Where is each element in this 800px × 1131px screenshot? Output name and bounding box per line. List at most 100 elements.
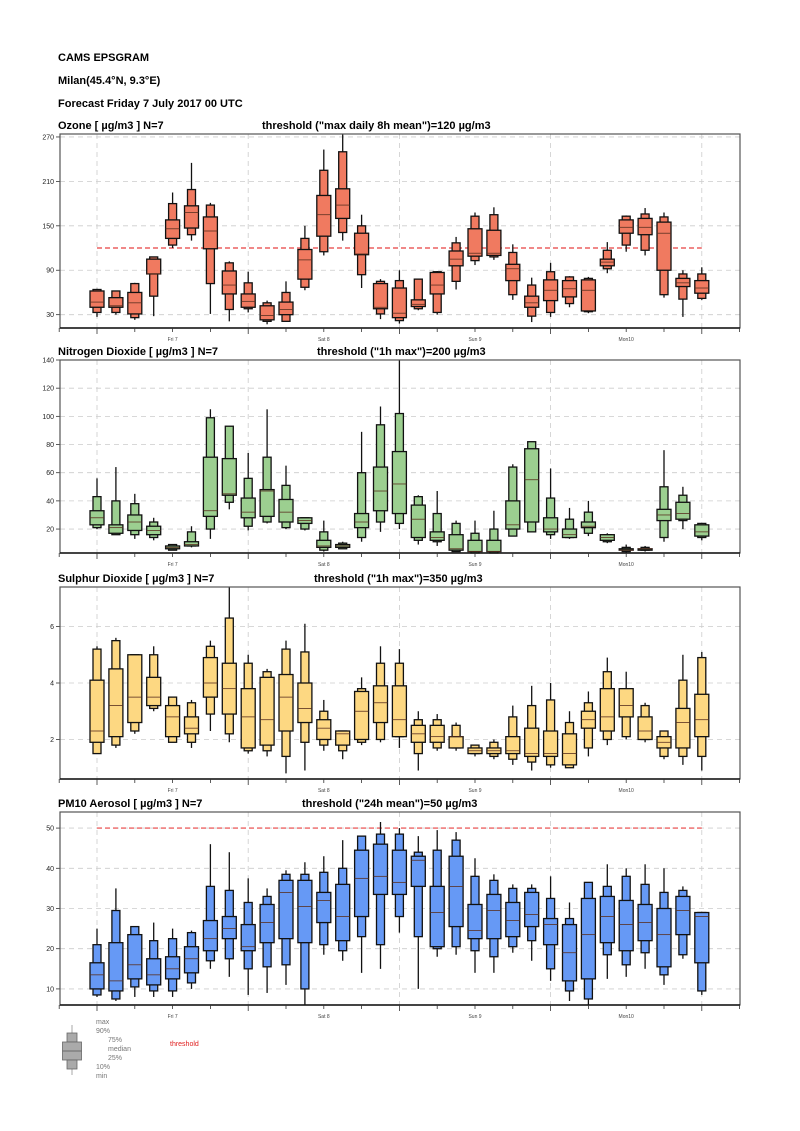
day-label: Sun 9: [468, 1014, 481, 1020]
y-tick-label: 2: [50, 737, 54, 744]
box-9: [259, 300, 275, 325]
box-11: [297, 517, 313, 531]
box-25-75: [391, 849, 408, 896]
box-25-75: [448, 250, 464, 267]
box-25-75: [410, 504, 426, 539]
box-25-75: [391, 450, 408, 515]
box-31: [675, 486, 691, 530]
y-tick-label: 80: [46, 442, 54, 449]
box-26: [580, 500, 597, 537]
box-25-75: [448, 735, 464, 749]
y-tick-label: 30: [46, 312, 54, 319]
box-30: [656, 450, 672, 542]
box-10-90: [545, 497, 556, 536]
box-18: [429, 270, 445, 315]
box-25-75: [89, 679, 105, 743]
box-25-75: [278, 673, 294, 732]
box-25-75: [505, 500, 521, 530]
day-label: Sun 9: [468, 562, 481, 568]
box-25: [561, 711, 578, 769]
box-25-75: [391, 287, 408, 319]
box-18: [429, 830, 445, 957]
box-25-75: [467, 228, 483, 257]
box-25-75: [335, 883, 351, 942]
box-9: [259, 409, 275, 524]
day-label: Sat 8: [318, 788, 330, 794]
box-24: [542, 876, 559, 981]
day-label: Sat 8: [318, 337, 330, 343]
box-25-75: [656, 221, 672, 271]
box-25-75: [486, 539, 502, 553]
box-17: [410, 495, 426, 545]
box-25-75: [297, 879, 313, 944]
box-25-75: [505, 901, 521, 938]
y-tick-label: 30: [46, 906, 54, 913]
box-5: [183, 699, 200, 748]
legend-label: max: [96, 1019, 110, 1026]
box-32: [694, 911, 710, 995]
y-tick-label: 50: [46, 826, 54, 833]
day-label: Mon10: [619, 562, 635, 568]
box-25: [561, 902, 578, 1001]
y-tick-label: 270: [42, 134, 54, 141]
box-15: [372, 822, 389, 969]
box-25-75: [127, 654, 143, 724]
day-label: Fri 7: [168, 1014, 178, 1020]
legend-label: min: [96, 1073, 107, 1080]
box-4: [164, 696, 181, 743]
box-12: [316, 856, 332, 955]
box-2: [127, 493, 143, 539]
box-28: [618, 868, 634, 977]
box-10: [278, 640, 294, 774]
box-25-75: [335, 188, 351, 220]
box-25-75: [618, 899, 634, 952]
box-20: [467, 212, 483, 266]
box-25-75: [108, 524, 124, 534]
box-25-75: [561, 528, 578, 539]
box-25-75: [353, 690, 370, 741]
box-25-75: [183, 205, 200, 229]
box-25: [561, 507, 578, 539]
box-10: [278, 870, 294, 985]
box-6: [202, 844, 219, 969]
y-tick-label: 90: [46, 268, 54, 275]
box-15: [372, 646, 389, 743]
box-25-75: [618, 687, 634, 718]
box-3: [146, 646, 162, 712]
box-19: [448, 722, 464, 751]
y-tick-label: 120: [42, 386, 54, 393]
day-label: Sun 9: [468, 788, 481, 794]
legend-box-10: [66, 1059, 78, 1070]
box-30: [656, 212, 672, 298]
box-0: [89, 928, 105, 997]
box-19: [448, 832, 464, 955]
box-19: [448, 236, 464, 290]
box-11: [297, 225, 313, 291]
box-12: [316, 699, 332, 751]
box-25-75: [278, 301, 294, 316]
box-22: [505, 705, 521, 765]
box-30: [656, 868, 672, 985]
box-25-75: [164, 956, 181, 980]
box-28: [618, 215, 634, 252]
day-label: Fri 7: [168, 562, 178, 568]
box-20: [467, 744, 483, 757]
panel-so2: Sulphur Dioxide [ µg/m3 ] N=7 threshold (…: [50, 573, 741, 794]
box-32: [694, 651, 710, 771]
box-25: [561, 276, 578, 308]
box-8: [240, 878, 256, 995]
box-26: [580, 881, 597, 1005]
box-25-75: [240, 293, 256, 308]
y-tick-label: 6: [50, 624, 54, 631]
box-25-75: [108, 942, 124, 992]
box-1: [108, 290, 124, 315]
box-30: [656, 730, 672, 760]
box-24: [542, 262, 559, 317]
box-10-90: [149, 256, 159, 297]
box-29: [637, 864, 653, 969]
box-12: [316, 149, 332, 256]
day-label: Sun 9: [468, 337, 481, 343]
box-25-75: [259, 488, 275, 518]
box-10: [278, 465, 294, 530]
